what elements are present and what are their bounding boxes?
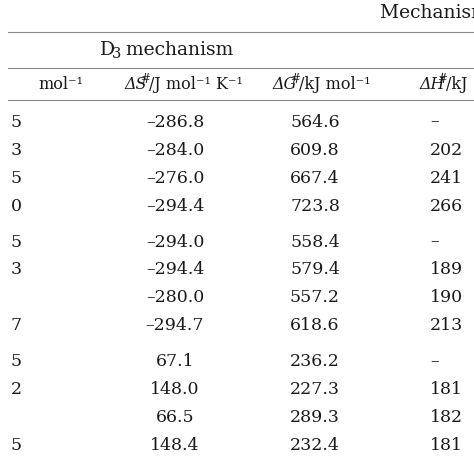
Text: 189: 189 [430,262,463,279]
Text: 618.6: 618.6 [290,318,340,335]
Text: –284.0: –284.0 [146,142,204,158]
Text: 5: 5 [11,170,22,186]
Text: /J mol⁻¹ K⁻¹: /J mol⁻¹ K⁻¹ [149,75,243,92]
Text: –294.7: –294.7 [146,318,204,335]
Text: 202: 202 [430,142,463,158]
Text: 3: 3 [11,262,22,279]
Text: 609.8: 609.8 [290,142,340,158]
Text: –: – [430,113,438,130]
Text: ΔG: ΔG [273,75,297,92]
Text: 289.3: 289.3 [290,410,340,427]
Text: 266: 266 [430,198,463,215]
Text: 241: 241 [430,170,463,186]
Text: –286.8: –286.8 [146,113,204,130]
Text: 5: 5 [11,113,22,130]
Text: 2: 2 [11,382,22,399]
Text: 579.4: 579.4 [290,262,340,279]
Text: ΔH: ΔH [420,75,446,92]
Text: 7: 7 [11,318,22,335]
Text: 232.4: 232.4 [290,438,340,455]
Text: 148.0: 148.0 [150,382,200,399]
Text: ΔS: ΔS [125,75,147,92]
Text: #: # [140,73,150,85]
Text: 213: 213 [430,318,463,335]
Text: 66.5: 66.5 [155,410,194,427]
Text: –294.0: –294.0 [146,234,204,250]
Text: 190: 190 [430,290,463,307]
Text: 182: 182 [430,410,463,427]
Text: –294.4: –294.4 [146,262,204,279]
Text: 5: 5 [11,438,22,455]
Text: 558.4: 558.4 [290,234,340,250]
Text: –280.0: –280.0 [146,290,204,307]
Text: 3: 3 [112,47,121,61]
Text: #: # [290,73,300,85]
Text: 5: 5 [11,354,22,371]
Text: /kJ mol⁻¹: /kJ mol⁻¹ [299,75,371,92]
Text: 5: 5 [11,234,22,250]
Text: –: – [430,354,438,371]
Text: 148.4: 148.4 [150,438,200,455]
Text: #: # [437,73,447,85]
Text: 564.6: 564.6 [290,113,340,130]
Text: 227.3: 227.3 [290,382,340,399]
Text: 181: 181 [430,438,463,455]
Text: –276.0: –276.0 [146,170,204,186]
Text: 667.4: 667.4 [290,170,340,186]
Text: 181: 181 [430,382,463,399]
Text: mol⁻¹: mol⁻¹ [38,75,83,92]
Text: 723.8: 723.8 [290,198,340,215]
Text: mechanism: mechanism [120,41,233,59]
Text: 67.1: 67.1 [155,354,194,371]
Text: 0: 0 [11,198,22,215]
Text: D: D [100,41,115,59]
Text: –294.4: –294.4 [146,198,204,215]
Text: 557.2: 557.2 [290,290,340,307]
Text: Mechanism of degrada: Mechanism of degrada [380,4,474,22]
Text: 3: 3 [11,142,22,158]
Text: 236.2: 236.2 [290,354,340,371]
Text: –: – [430,234,438,250]
Text: /kJ: /kJ [446,75,467,92]
